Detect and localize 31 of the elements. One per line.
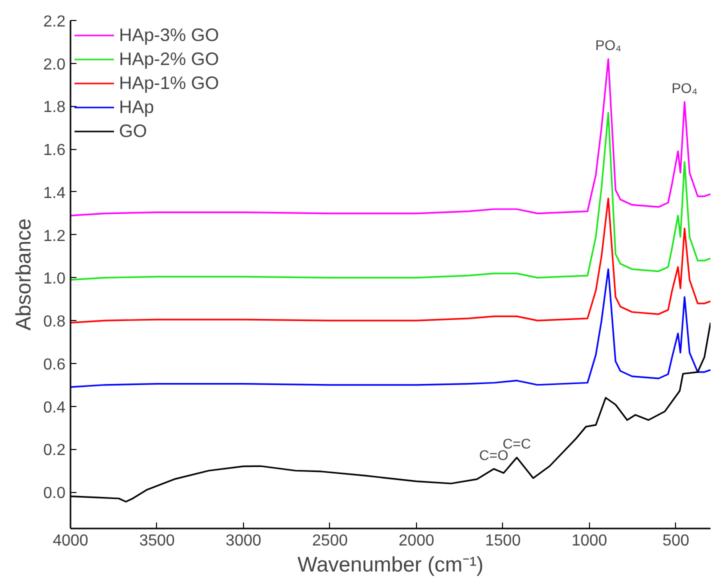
- line-series: [70, 268, 710, 388]
- legend-label: HAp-1% GO: [119, 72, 220, 94]
- y-tick-label: 1.0: [43, 270, 66, 288]
- x-tick-label: 3000: [226, 532, 262, 550]
- legend-label: GO: [119, 120, 148, 142]
- x-tick-label: 1500: [485, 532, 521, 550]
- legend-label: HAp-2% GO: [119, 48, 220, 70]
- x-tick-label: 2000: [398, 532, 434, 550]
- y-tick-label: 1.2: [43, 228, 66, 245]
- legend-label: HAp-3% GO: [119, 24, 220, 46]
- line-series: [70, 198, 710, 324]
- annotation: PO₄: [672, 80, 698, 96]
- legend-label: HAp: [119, 96, 154, 118]
- y-tick-label: 2.2: [43, 14, 66, 30]
- x-axis-title: Wavenumber (cm⁻¹): [298, 554, 484, 576]
- x-tick-label: 1000: [572, 532, 608, 550]
- y-tick-label: 1.4: [43, 184, 66, 202]
- y-axis-title: Absorbance: [12, 218, 36, 331]
- annotation: PO₄: [595, 37, 622, 54]
- y-tick-label: 0.6: [43, 356, 66, 374]
- y-tick-label: 0.8: [43, 314, 66, 331]
- x-tick-label: 3500: [139, 532, 175, 550]
- y-tick-label: 0.4: [43, 399, 66, 416]
- y-tick-label: 0.2: [43, 442, 66, 460]
- x-tick-label: 4000: [52, 532, 88, 550]
- x-tick-label: 2500: [312, 532, 348, 550]
- y-tick-label: 1.8: [43, 99, 66, 116]
- y-tick-label: 2.0: [43, 56, 66, 74]
- y-tick-label: 1.6: [43, 142, 66, 160]
- y-tick-label: 0.0: [43, 485, 66, 502]
- x-tick-label: 500: [662, 532, 690, 550]
